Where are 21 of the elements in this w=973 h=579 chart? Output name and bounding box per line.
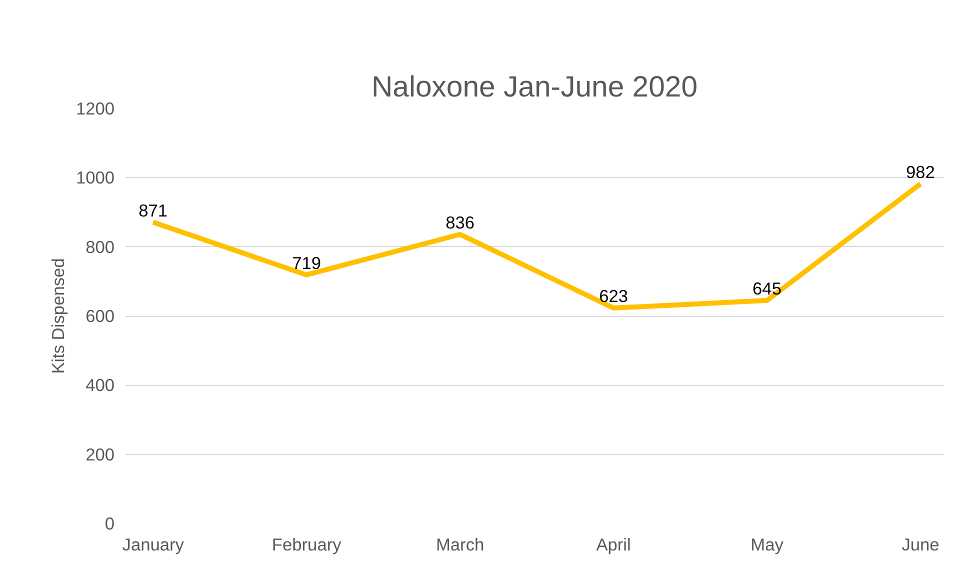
x-tick-label: June xyxy=(902,534,940,554)
data-label: 719 xyxy=(292,252,322,273)
y-tick-label: 0 xyxy=(104,514,115,534)
y-tick-label: 1000 xyxy=(76,168,115,188)
x-tick-label: January xyxy=(122,534,184,554)
x-tick-label: April xyxy=(596,534,631,554)
data-label: 623 xyxy=(599,286,628,306)
y-tick-label: 800 xyxy=(86,236,115,257)
x-tick-label: February xyxy=(272,534,342,554)
data-label: 871 xyxy=(138,200,168,220)
y-axis-title: Kits Dispensed xyxy=(48,258,68,374)
x-tick-label: March xyxy=(436,534,484,554)
y-tick-label: 400 xyxy=(86,375,115,396)
data-label: 982 xyxy=(906,162,935,182)
x-tick-label: May xyxy=(750,534,784,554)
y-tick-label: 600 xyxy=(86,306,115,326)
data-label: 645 xyxy=(752,278,782,298)
y-tick-label: 200 xyxy=(86,444,115,464)
y-tick-label: 1200 xyxy=(76,98,115,118)
data-label: 836 xyxy=(446,212,475,232)
chart-title: Naloxone Jan-June 2020 xyxy=(371,70,698,104)
